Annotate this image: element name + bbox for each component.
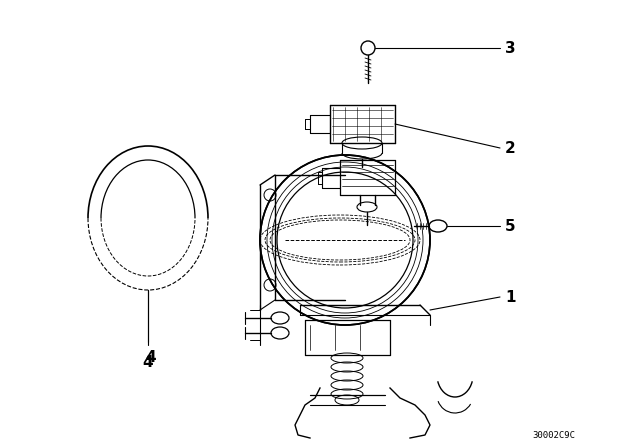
- Text: 4: 4: [146, 350, 156, 365]
- Text: 4: 4: [143, 355, 154, 370]
- Text: 5: 5: [505, 219, 516, 233]
- Text: 30002C9C: 30002C9C: [532, 431, 575, 440]
- Text: 3: 3: [505, 40, 516, 56]
- Text: 1: 1: [505, 289, 515, 305]
- Text: 2: 2: [505, 141, 516, 155]
